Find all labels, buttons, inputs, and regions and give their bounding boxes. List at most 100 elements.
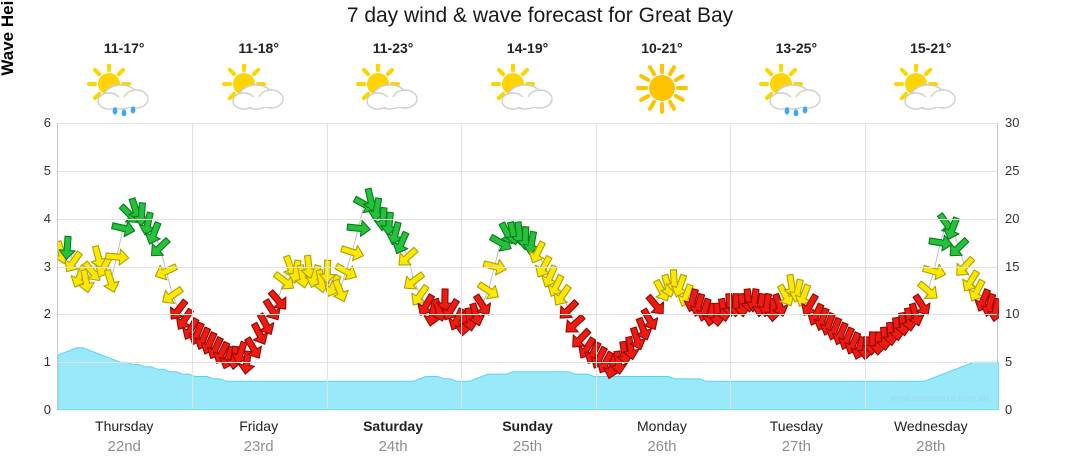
watermark: www.seabreeze.com.au	[889, 393, 989, 403]
wind-arrow	[267, 289, 287, 310]
wind-arrow	[340, 244, 365, 262]
day-temperature-range: 11-18°	[238, 40, 279, 56]
wind-arrow	[77, 268, 95, 294]
y-tick-left: 1	[43, 354, 51, 370]
day-name: Thursday	[95, 418, 154, 434]
day-temperature-range: 11-23°	[372, 40, 414, 56]
wind-arrow	[968, 278, 986, 302]
day-separator	[461, 123, 462, 409]
gridline	[58, 170, 997, 172]
wind-arrow	[256, 312, 275, 335]
wind-arrow	[528, 240, 546, 264]
y-tick-right: 20	[1005, 210, 1020, 226]
gridline	[58, 123, 997, 124]
sun-cloud-icon	[483, 62, 573, 116]
wind-arrow	[144, 221, 162, 245]
day-label: Friday 23rd	[189, 418, 329, 455]
wind-arrow	[772, 292, 789, 317]
y-tick-right: 0	[1005, 402, 1013, 417]
wind-arrow	[801, 293, 819, 316]
day-date: 26th	[647, 438, 677, 455]
wind-arrow	[244, 336, 262, 359]
day-date: 24th	[378, 438, 408, 455]
wind-arrow	[332, 278, 349, 303]
day-label: Thursday 22nd	[54, 418, 194, 455]
wind-arrow	[640, 307, 659, 331]
day-name: Friday	[239, 418, 279, 434]
day-name: Sunday	[502, 418, 553, 434]
wind-arrow	[417, 293, 436, 316]
day-temperature-range: 10-21°	[641, 40, 683, 56]
wind-arrow	[565, 313, 586, 333]
wind-arrow	[922, 263, 947, 281]
wind-arrow	[916, 280, 938, 300]
rain-sun-cloud-icon	[751, 62, 841, 117]
sun-cloud-icon	[348, 62, 438, 116]
wind-arrow	[162, 286, 184, 305]
wind-arrow	[346, 220, 371, 238]
day-temperature-range: 11-17°	[103, 40, 145, 56]
wind-arrow	[956, 255, 976, 276]
wind-arrow	[912, 293, 931, 316]
rain-sun-cloud-icon	[79, 62, 169, 117]
wind-arrow	[962, 269, 981, 292]
wind-arrow	[476, 281, 499, 300]
day-label: Saturday 24th	[323, 418, 463, 455]
wind-arrow	[794, 283, 812, 307]
wind-arrow	[138, 211, 156, 236]
y-tick-right: 5	[1005, 354, 1013, 370]
y-tick-left: 0	[43, 402, 51, 417]
wind-arrow	[596, 350, 615, 374]
wind-arrow	[58, 235, 76, 260]
day-date: 23rd	[243, 438, 274, 455]
gridline	[58, 362, 997, 364]
wind-arrow	[154, 263, 179, 281]
day-name: Wednesday	[893, 418, 968, 434]
day-separator	[192, 123, 193, 409]
day-label: Monday 26th	[592, 418, 732, 455]
wind-arrow	[777, 283, 795, 307]
sun-cloud-icon	[886, 62, 976, 116]
chart-title: 7 day wind & wave forecast for Great Bay	[346, 4, 734, 27]
y-tick-right: 30	[1005, 115, 1020, 130]
wind-arrow	[949, 237, 970, 257]
y-tick-left: 2	[43, 306, 51, 322]
y-tick-left: 5	[43, 162, 51, 178]
day-temperature-range: 15-21°	[910, 40, 952, 56]
day-name: Monday	[637, 418, 687, 434]
day-separator	[865, 123, 866, 409]
wave-height-fill	[58, 347, 999, 410]
wind-arrow	[403, 271, 426, 290]
day-label: Sunday 25th	[458, 418, 598, 455]
wind-arrow	[629, 326, 646, 351]
wind-arrow	[572, 327, 592, 348]
wind-arrow	[522, 230, 540, 255]
day-temperature-range: 13-25°	[775, 40, 818, 56]
wind-arrow	[547, 273, 565, 297]
wind-arrow	[64, 250, 83, 273]
y-tick-left: 4	[43, 210, 51, 226]
wind-arrow	[411, 283, 430, 306]
wind-arrow	[534, 254, 553, 278]
day-separator	[596, 123, 597, 409]
gridline	[58, 266, 997, 268]
wind-arrow	[473, 293, 491, 316]
day-label: Wednesday 28th	[861, 418, 1001, 455]
day-date: 27th	[781, 438, 811, 455]
wind-arrow	[250, 321, 269, 345]
y-tick-right: 10	[1005, 306, 1020, 322]
day-name: Saturday	[363, 418, 424, 434]
wind-arrow	[176, 307, 194, 330]
y-tick-right: 15	[1005, 258, 1020, 274]
wind-arrows-layer	[58, 187, 999, 380]
wind-arrow	[578, 336, 597, 359]
wind-arrow	[111, 220, 136, 238]
wind-arrow	[398, 246, 419, 266]
wind-arrow	[231, 340, 248, 365]
wind-arrow	[436, 288, 454, 313]
wind-arrow	[622, 335, 640, 361]
y-tick-left: 6	[43, 115, 51, 130]
gridline	[58, 314, 997, 316]
wind-arrow	[272, 271, 295, 290]
wind-arrow	[635, 316, 653, 341]
